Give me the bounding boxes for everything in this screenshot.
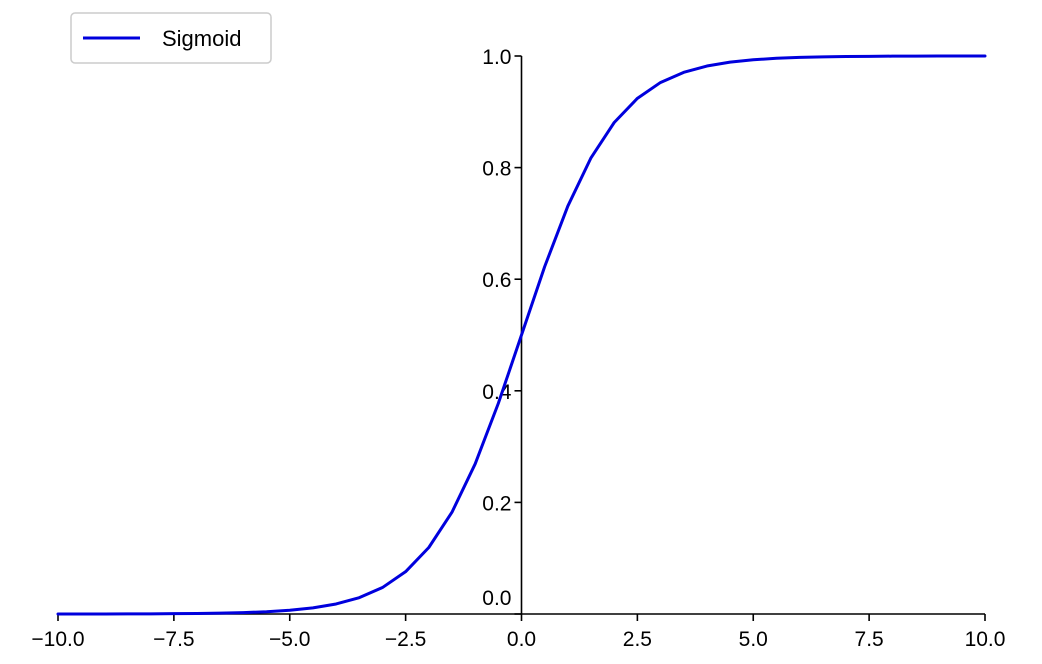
y-axis-ticks: 0.0 0.2 0.4 0.6 0.8 1.0 — [482, 46, 522, 615]
x-tick-label: 2.5 — [623, 628, 652, 651]
x-tick-label: −7.5 — [153, 628, 194, 651]
y-tick-label: 0.6 — [482, 269, 511, 292]
x-tick-label: −2.5 — [385, 628, 426, 651]
legend-label: Sigmoid — [162, 26, 241, 51]
legend-box — [70, 12, 272, 64]
y-tick-label: 0.8 — [482, 158, 511, 181]
x-axis-ticks: −10.0 −7.5 −5.0 −2.5 0.0 2.5 5.0 7.5 10.0 — [31, 614, 1005, 651]
x-tick-label: 7.5 — [855, 628, 884, 651]
x-tick-label: −5.0 — [269, 628, 310, 651]
x-tick-label: 0.0 — [507, 628, 536, 651]
x-tick-label: 10.0 — [965, 628, 1006, 651]
x-tick-label: −10.0 — [31, 628, 84, 651]
legend[interactable]: Sigmoid — [70, 12, 272, 64]
y-tick-label: 0.4 — [482, 381, 512, 404]
y-tick-label: 0.0 — [482, 587, 511, 610]
series-layer — [56, 54, 987, 616]
y-tick-label: 0.2 — [482, 492, 511, 515]
x-tick-label: 5.0 — [739, 628, 768, 651]
series-points — [57, 55, 986, 615]
y-tick-label: 1.0 — [482, 46, 511, 69]
